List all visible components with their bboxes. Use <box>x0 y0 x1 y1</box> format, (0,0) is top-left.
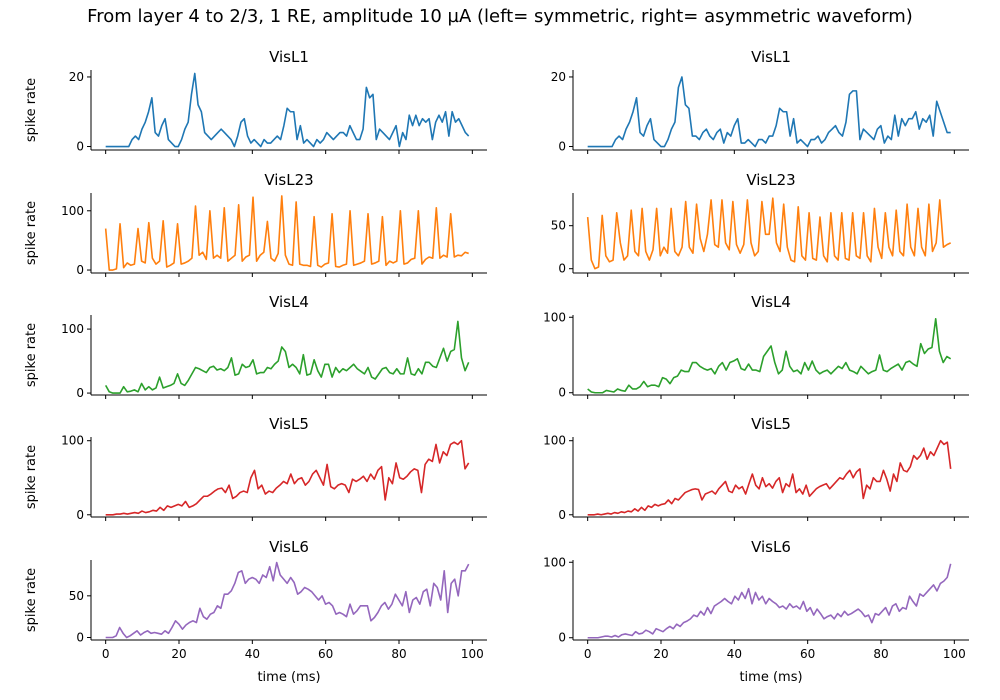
subplot-visl1-right: VisL1 0 20 <box>551 48 969 154</box>
subplot-title: VisL23 <box>746 171 795 189</box>
x-tick-label: 100 <box>943 647 966 661</box>
y-tick-label: 0 <box>558 140 566 154</box>
series-line-visl23 <box>586 197 952 270</box>
x-tick-label: 60 <box>318 647 333 661</box>
y-tick-label: 100 <box>61 434 84 448</box>
y-tick-label: 0 <box>558 508 566 522</box>
y-tick-label: 50 <box>69 589 84 603</box>
y-tick-label: 100 <box>61 204 84 218</box>
y-tick-label: 0 <box>76 140 84 154</box>
y-tick-label: 0 <box>76 508 84 522</box>
y-tick-label: 0 <box>76 631 84 645</box>
y-tick-label: 100 <box>543 555 566 569</box>
subplot-title: VisL6 <box>269 538 309 556</box>
x-tick-label: 80 <box>873 647 888 661</box>
x-tick-label: 40 <box>245 647 260 661</box>
subplot-visl4-left: VisL4 spike rate 0 100 <box>24 293 487 400</box>
y-axis-label: spike rate <box>24 445 39 509</box>
subplot-visl6-right: VisL6 0 100 0 20 40 60 80 100 time (ms) <box>543 538 969 685</box>
x-tick-label: 20 <box>653 647 668 661</box>
subplot-title: VisL6 <box>751 538 791 556</box>
y-tick-label: 20 <box>551 70 566 84</box>
y-tick-label: 50 <box>551 219 566 233</box>
x-tick-label: 60 <box>800 647 815 661</box>
y-tick-label: 20 <box>69 70 84 84</box>
subplot-title: VisL23 <box>264 171 313 189</box>
subplot-visl23-left: VisL23 spike rate 0 100 <box>24 171 487 277</box>
subplot-visl1-left: VisL1 spike rate 0 20 <box>24 48 487 154</box>
y-axis-label: spike rate <box>24 323 39 387</box>
x-axis-label: time (ms) <box>257 670 320 685</box>
subplot-visl5-left: VisL5 spike rate 0 100 <box>24 415 487 522</box>
series-line-visl5 <box>105 439 470 516</box>
x-tick-label: 0 <box>584 647 592 661</box>
subplot-title: VisL5 <box>269 415 309 433</box>
series-line-visl6 <box>587 563 952 639</box>
y-tick-label: 0 <box>558 631 566 645</box>
subplot-visl6-left: VisL6 spike rate 0 50 0 20 40 60 80 100 time (ms) <box>24 538 487 685</box>
x-tick-label: 0 <box>102 647 110 661</box>
subplot-title: VisL5 <box>751 415 791 433</box>
y-axis-label: spike rate <box>24 201 39 265</box>
y-tick-label: 0 <box>558 262 566 276</box>
y-tick-label: 100 <box>543 434 566 448</box>
y-tick-label: 0 <box>76 263 84 277</box>
x-tick-label: 40 <box>727 647 742 661</box>
y-axis-label: spike rate <box>24 78 39 142</box>
subplot-title: VisL4 <box>269 293 309 311</box>
series-line-visl4 <box>587 317 952 394</box>
y-tick-label: 0 <box>558 386 566 400</box>
series-line-visl1 <box>587 76 951 148</box>
x-tick-label: 20 <box>171 647 186 661</box>
y-axis-label: spike rate <box>24 568 39 632</box>
series-line-visl1 <box>105 72 470 148</box>
x-tick-label: 100 <box>461 647 484 661</box>
subplot-visl4-right: VisL4 0 100 <box>543 293 969 400</box>
x-axis-label: time (ms) <box>739 670 802 685</box>
y-tick-label: 0 <box>76 386 84 400</box>
series-line-visl4 <box>104 320 470 394</box>
series-line-visl6 <box>105 561 470 639</box>
figure-title: From layer 4 to 2/3, 1 RE, amplitude 10 … <box>87 6 913 27</box>
subplot-title: VisL1 <box>751 48 791 66</box>
series-line-visl23 <box>104 195 469 271</box>
y-tick-label: 100 <box>61 322 84 336</box>
y-tick-label: 100 <box>543 310 566 324</box>
series-line-visl5 <box>587 439 952 516</box>
subplot-visl5-right: VisL5 0 100 <box>543 415 969 522</box>
subplot-visl23-right: VisL23 0 50 <box>551 171 969 277</box>
subplot-title: VisL4 <box>751 293 791 311</box>
subplot-grid: VisL1 spike rate 0 20 VisL1 0 20 VisL23 spike ra… <box>24 48 969 685</box>
x-tick-label: 80 <box>391 647 406 661</box>
subplot-title: VisL1 <box>269 48 309 66</box>
